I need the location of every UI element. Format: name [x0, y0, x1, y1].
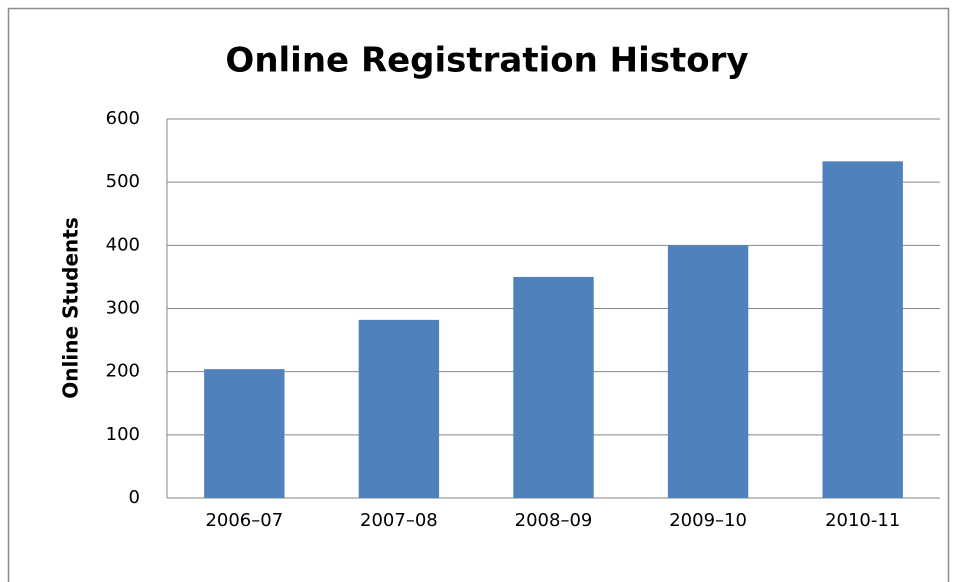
chart-title: Online Registration History [225, 41, 748, 81]
x-tick-label: 2010-11 [825, 510, 900, 531]
x-tick-label: 2009–10 [669, 510, 747, 531]
y-tick-label: 0 [129, 487, 140, 508]
bar [358, 319, 440, 498]
y-tick-label: 600 [106, 108, 140, 129]
x-tick-label: 2006–07 [205, 510, 283, 531]
y-axis-label: Online Students [59, 217, 83, 399]
bar [822, 161, 903, 499]
bar [204, 369, 285, 498]
bar [513, 276, 594, 498]
bar [667, 245, 749, 498]
x-tick-label: 2007–08 [360, 510, 438, 531]
y-tick-label: 100 [106, 424, 140, 445]
y-tick-label: 300 [106, 298, 140, 319]
chart-border [7, 7, 950, 582]
y-tick-label: 500 [106, 171, 140, 192]
y-tick-label: 200 [106, 361, 140, 382]
y-tick-label: 400 [106, 234, 140, 255]
x-tick-label: 2008–09 [515, 510, 593, 531]
